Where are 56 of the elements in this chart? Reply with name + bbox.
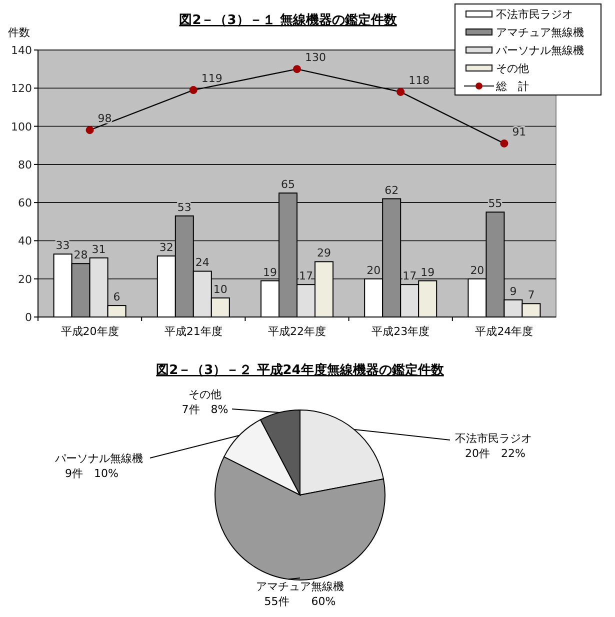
y-axis-title: 件数	[8, 26, 30, 39]
data-label: 91	[512, 125, 526, 138]
data-label: 98	[98, 112, 112, 126]
point	[86, 126, 94, 134]
point	[189, 86, 198, 94]
data-label: 7	[528, 288, 535, 302]
data-label: 9	[510, 284, 517, 298]
data-label: 33	[56, 239, 70, 252]
data-label: 20	[470, 264, 484, 277]
y-tick-label: 120	[11, 82, 32, 96]
data-label: 29	[317, 246, 331, 260]
chart-title: 図2－（3）－２ 平成24年度無線機器の鑑定件数	[156, 362, 445, 378]
legend-label: 不法市民ラジオ	[496, 8, 573, 21]
data-label: 19	[420, 266, 435, 279]
data-label: 119	[201, 72, 222, 86]
point	[500, 139, 508, 148]
y-tick-label: 140	[11, 44, 32, 57]
data-label: 130	[305, 51, 326, 64]
y-tick-label: 20	[18, 272, 32, 286]
legend-label: アマチュア無線機	[496, 26, 584, 39]
data-label: 20件 22%	[465, 447, 526, 460]
legend-label: その他	[496, 62, 529, 75]
data-label: 19	[263, 266, 277, 279]
data-label: 32	[159, 240, 174, 254]
chart-title: 図2－（3）－１ 無線機器の鑑定件数	[179, 12, 398, 28]
data-label: 118	[408, 74, 430, 87]
data-label: 55件 60%	[264, 595, 336, 608]
slice-label: アマチュア無線機	[256, 580, 344, 593]
legend-label: 総 計	[495, 80, 529, 93]
data-label: 6	[113, 290, 120, 304]
y-tick-label: 60	[18, 196, 32, 210]
data-label: 62	[384, 184, 399, 197]
data-label: 24	[195, 256, 210, 270]
x-tick-label: 平成23年度	[372, 325, 430, 338]
data-label: 31	[92, 242, 106, 256]
slice-label: パーソナル無線機	[54, 452, 143, 465]
y-tick-label: 40	[18, 234, 32, 248]
data-label: 65	[281, 178, 295, 192]
data-label: 28	[74, 248, 88, 262]
point	[293, 65, 301, 74]
data-label: 7件 8%	[182, 403, 228, 416]
y-tick-label: 0	[25, 311, 32, 324]
data-label: 10	[213, 282, 228, 296]
x-tick-label: 平成20年度	[60, 325, 119, 338]
y-tick-label: 80	[18, 158, 32, 172]
slice-label: その他	[188, 388, 222, 401]
legend-label: パーソナル無線機	[495, 44, 584, 57]
y-tick-label: 100	[11, 120, 32, 134]
data-label: 53	[177, 200, 192, 214]
point	[396, 88, 405, 96]
x-tick-label: 平成24年度	[475, 325, 534, 338]
slice-label: 不法市民ラジオ	[455, 432, 532, 445]
x-tick-label: 平成21年度	[164, 325, 222, 338]
data-label: 9件 10%	[65, 467, 118, 480]
x-tick-label: 平成22年度	[268, 325, 326, 338]
data-label: 20	[366, 264, 381, 277]
